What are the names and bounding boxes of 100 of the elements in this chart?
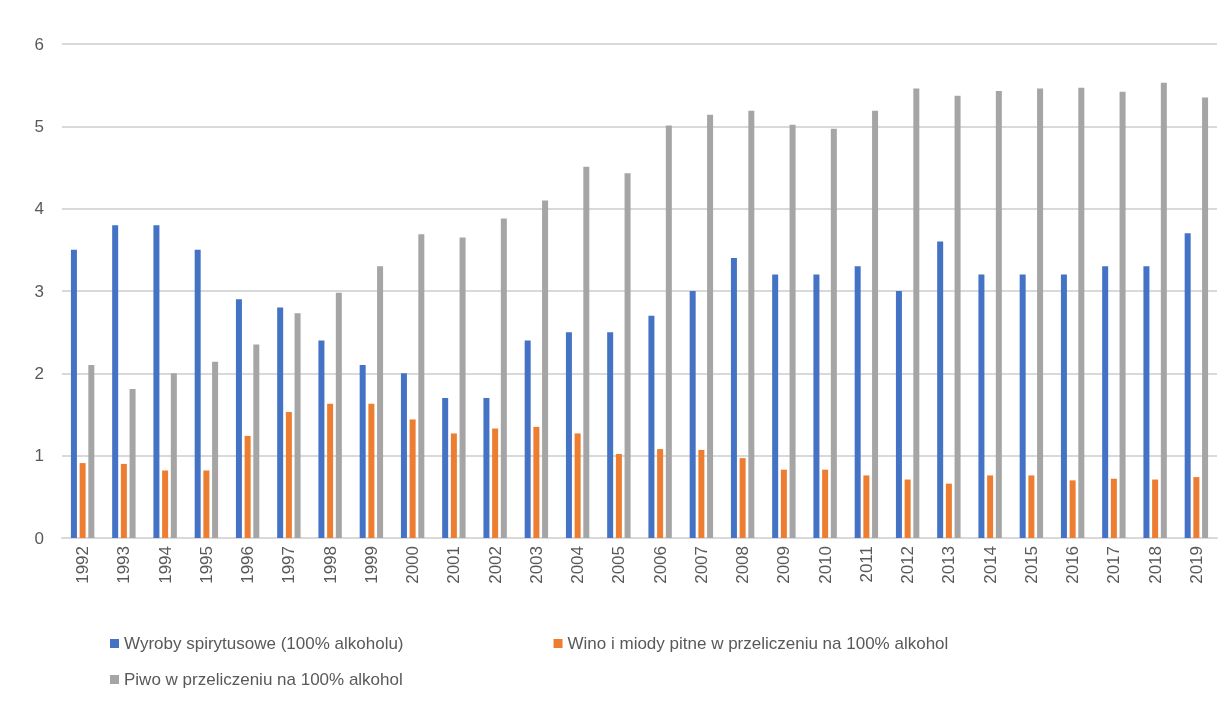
bar: [194, 249, 201, 538]
bar: [500, 218, 507, 538]
bar: [1028, 475, 1035, 538]
bar: [335, 292, 342, 538]
x-tick-label: 2001: [444, 546, 464, 584]
x-tick-label: 2017: [1104, 546, 1124, 584]
x-tick-label: 1999: [361, 546, 381, 584]
x-tick-label: 2015: [1021, 546, 1041, 584]
bar: [872, 110, 879, 538]
x-tick-label: 2004: [568, 546, 588, 584]
x-tick-label: 2013: [939, 546, 959, 584]
bar: [120, 463, 127, 538]
bar: [542, 200, 549, 538]
bar: [170, 373, 177, 538]
bar: [1019, 274, 1026, 538]
legend-label: Piwo w przeliczeniu na 100% alkohol: [124, 670, 403, 689]
bar: [624, 173, 631, 538]
x-tick-label: 2002: [485, 546, 505, 584]
x-tick-label: 2005: [609, 546, 629, 584]
bar: [657, 449, 664, 538]
bar: [450, 433, 457, 538]
y-tick-label: 5: [34, 116, 44, 136]
y-tick-label: 0: [34, 528, 44, 548]
bar: [1110, 478, 1117, 538]
x-tick-label: 2012: [898, 546, 918, 584]
bar: [88, 365, 95, 538]
y-tick-label: 1: [34, 446, 44, 466]
bar: [524, 340, 531, 538]
x-tick-label: 1993: [114, 546, 134, 584]
bar: [1160, 82, 1167, 538]
y-tick-label: 2: [34, 363, 44, 383]
bar: [895, 291, 902, 538]
x-tick-label: 1995: [196, 546, 216, 584]
bar: [1119, 91, 1126, 538]
bar: [318, 340, 325, 538]
x-tick-label: 1997: [279, 546, 299, 584]
bar: [129, 388, 136, 538]
bar: [212, 361, 219, 538]
bar: [913, 88, 920, 538]
bar: [253, 344, 260, 538]
bar: [607, 332, 614, 538]
x-tick-label: 2003: [526, 546, 546, 584]
x-tick-label: 2006: [650, 546, 670, 584]
bar: [830, 128, 837, 538]
bar: [112, 225, 119, 538]
x-tick-label: 2016: [1063, 546, 1083, 584]
bar: [79, 463, 86, 538]
bar: [153, 225, 160, 538]
bar: [945, 483, 952, 538]
x-tick-label: 2008: [733, 546, 753, 584]
bar: [978, 274, 985, 538]
x-tick-label: 1998: [320, 546, 340, 584]
bar: [70, 249, 77, 538]
bar: [368, 403, 375, 538]
bar: [904, 479, 911, 538]
y-tick-label: 4: [34, 199, 44, 219]
bar: [492, 428, 499, 538]
x-tick-label: 1996: [238, 546, 258, 584]
x-tick-label: 2014: [980, 546, 1000, 584]
bar: [1152, 479, 1159, 538]
bar: [1143, 266, 1150, 538]
y-tick-label: 6: [34, 34, 44, 54]
x-tick-label: 1992: [73, 546, 93, 584]
bar: [665, 125, 672, 538]
bar: [748, 110, 755, 538]
bar: [863, 475, 870, 538]
legend-label: Wyroby spirytusowe (100% alkoholu): [124, 634, 404, 653]
bar: [418, 234, 425, 538]
bar: [1102, 266, 1109, 538]
bar: [707, 114, 714, 538]
bar: [648, 315, 655, 538]
bar: [483, 398, 490, 538]
bar: [377, 266, 384, 538]
bar: [244, 435, 251, 538]
bar: [789, 124, 796, 538]
bar: [409, 419, 416, 538]
bar: [780, 469, 787, 538]
bar: [533, 426, 540, 538]
bar: [689, 291, 696, 538]
bar: [162, 470, 169, 538]
bar: [203, 470, 210, 538]
bar: [1060, 274, 1067, 538]
bar: [1184, 233, 1191, 538]
bar: [574, 433, 581, 538]
bar: [1202, 97, 1209, 538]
bar: [327, 403, 334, 538]
bar: [937, 241, 944, 538]
bar: [954, 95, 961, 538]
bar: [1069, 480, 1076, 538]
bar: [1078, 87, 1085, 538]
bar: [235, 299, 242, 538]
bar: [995, 90, 1002, 538]
x-tick-label: 2011: [856, 546, 876, 583]
bar: [822, 469, 829, 538]
x-tick-label: 2009: [774, 546, 794, 584]
y-tick-label: 3: [34, 281, 44, 301]
bar: [615, 454, 622, 538]
bar: [813, 274, 820, 538]
bar: [583, 166, 590, 538]
x-tick-label: 2007: [691, 546, 711, 584]
